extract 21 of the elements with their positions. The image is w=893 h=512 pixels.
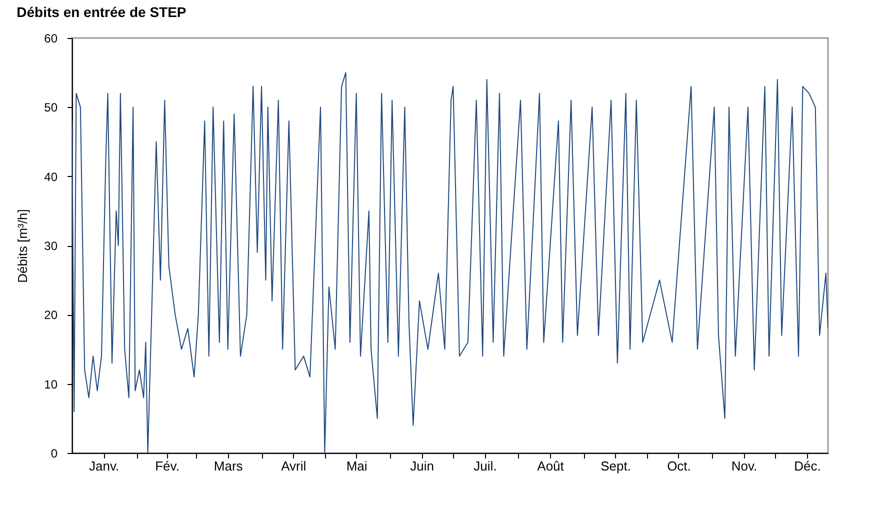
- y-tick-label: 10: [44, 377, 58, 392]
- x-tick-label: Mai: [346, 458, 368, 474]
- x-tick-label: Déc.: [794, 458, 821, 474]
- x-tick-label: Janv.: [89, 458, 120, 474]
- x-tick-label: Juil.: [474, 458, 497, 474]
- x-tick-label: Août: [537, 458, 564, 474]
- y-axis-title: Débits [m³/h]: [15, 209, 30, 283]
- x-tick-label: Avril: [281, 458, 306, 474]
- x-tick-label: Nov.: [731, 458, 758, 474]
- y-tick-label: 30: [44, 239, 58, 253]
- y-tick-label: 0: [50, 446, 58, 460]
- y-tick-label: 40: [44, 170, 58, 184]
- y-tick-label: 20: [44, 308, 58, 322]
- x-tick-label: Fév.: [155, 458, 180, 474]
- x-tick-label: Sept.: [600, 458, 631, 474]
- x-tick-label: Juin: [410, 458, 434, 474]
- y-tick-label: 60: [44, 32, 58, 46]
- chart-title: Débits en entrée de STEP: [16, 4, 186, 20]
- x-tick-label: Oct.: [667, 458, 691, 474]
- y-tick-label: 50: [44, 100, 58, 115]
- x-tick-label: Mars: [214, 458, 244, 474]
